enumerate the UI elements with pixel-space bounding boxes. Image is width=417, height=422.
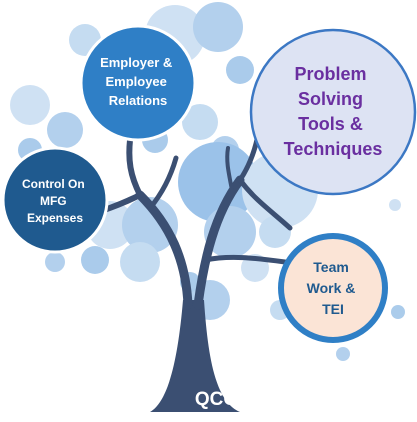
- mfg-line-3: Expenses: [27, 211, 83, 225]
- problem-line-1: Problem: [294, 64, 366, 84]
- branch-team-work: Team Work & TEI: [278, 233, 388, 343]
- svg-text:Problem Solving To: Problem Solving Tools & Techniques: [284, 64, 383, 159]
- tree-trunk: [89, 132, 293, 412]
- problem-line-3: Tools &: [298, 114, 363, 134]
- employer-line-3: Relations: [109, 93, 168, 108]
- branch-problem-solving: Problem Solving Tools & Techniques: [249, 28, 417, 196]
- employer-line-1: Employer &: [100, 55, 172, 70]
- employer-line-2: Employee: [105, 74, 166, 89]
- branch-employer-relations: Employer & Employee Relations: [79, 24, 197, 142]
- svg-text:Control On MFG Exp: Control On MFG Expenses: [22, 177, 88, 225]
- mfg-line-2: MFG: [40, 194, 67, 208]
- team-line-3: TEI: [322, 301, 344, 317]
- branch-mfg-expenses: Control On MFG Expenses: [1, 146, 109, 254]
- mfg-line-1: Control On: [22, 177, 85, 191]
- problem-line-2: Solving: [298, 89, 363, 109]
- svg-text:Team Work & TEI: Team Work & TEI: [307, 259, 360, 317]
- svg-text:Employer & Employee: Employer & Employee Relations: [100, 55, 176, 108]
- team-line-1: Team: [313, 259, 349, 275]
- team-line-2: Work &: [307, 280, 356, 296]
- root-label-qcc: QCC: [195, 389, 238, 410]
- problem-line-4: Techniques: [284, 139, 383, 159]
